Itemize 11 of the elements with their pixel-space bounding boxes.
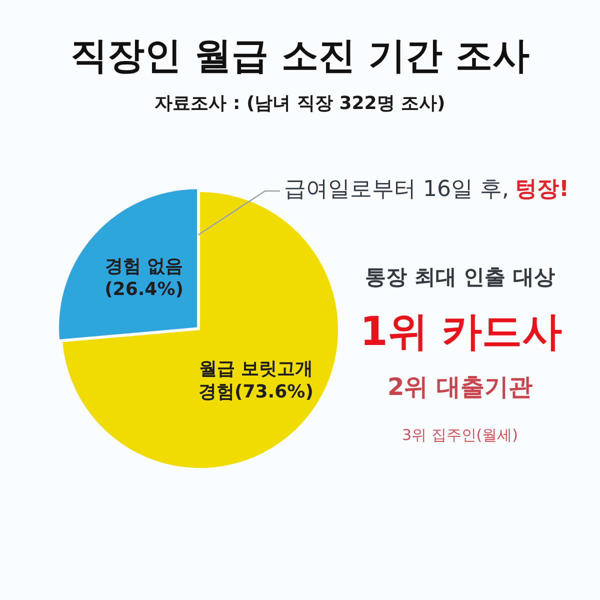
text: 텅장! xyxy=(514,177,570,202)
chart-title: 직장인 월급 소진 기간 조사 xyxy=(70,33,530,79)
text: 통장 최대 인출 대상 xyxy=(365,265,555,290)
chart-subtitle: 자료조사 : (남녀 직장 322명 조사) xyxy=(154,92,446,116)
text: 급여일로부터 16일 후, xyxy=(284,177,509,202)
slice-label: 월급 보릿고개 경험(73.6%) xyxy=(198,358,314,402)
text: 1위 카드사 xyxy=(360,309,562,355)
text: 2위 대출기관 xyxy=(387,373,533,402)
text: 3위 집주인(월세) xyxy=(402,426,518,444)
slice-label: 경험 없음 xyxy=(104,256,184,277)
data-label: (26.4%) xyxy=(104,278,184,300)
